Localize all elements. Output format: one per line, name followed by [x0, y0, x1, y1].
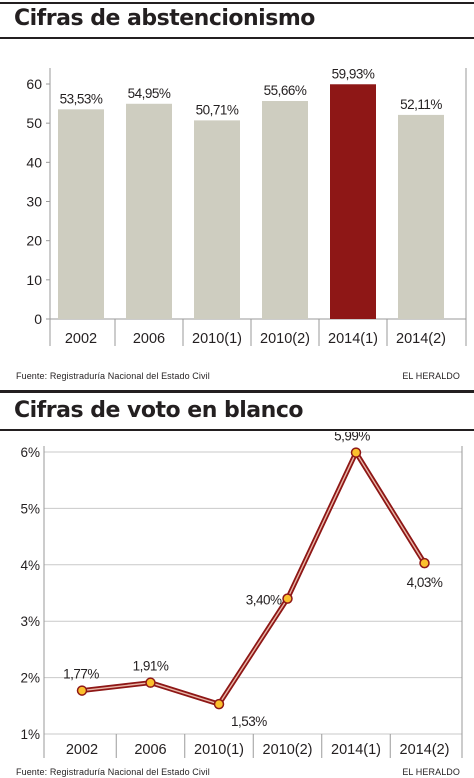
bar-value-label: 50,71%	[196, 102, 239, 117]
blank-vote-line-chart: 1% 2% 3% 4% 5% 6% 2002 2006 2010(1) 2010(2) 2014(1…	[20, 432, 463, 758]
bar-2010(2)	[262, 100, 308, 319]
bar-2002	[58, 109, 104, 319]
y-tick-label: 0	[34, 311, 42, 327]
abstention-source: Fuente: Registraduría Nacional del Estad…	[16, 371, 210, 381]
y-tick-label: 3%	[20, 614, 40, 629]
point-value-label: 3,40%	[246, 593, 282, 608]
y-tick-label: 6%	[20, 445, 40, 460]
point-value-label: 4,03%	[407, 575, 443, 590]
y-tick-label: 30	[26, 194, 42, 210]
y-tick-label: 50	[26, 115, 42, 131]
point-value-label: 1,91%	[133, 659, 169, 674]
x-tick-label: 2010(2)	[263, 742, 313, 758]
bar-value-label: 52,11%	[400, 97, 442, 112]
y-tick-label: 40	[26, 154, 42, 170]
bar-value-label: 55,66%	[264, 83, 307, 98]
data-point-2014(2)	[419, 557, 430, 569]
bar-2010(1)	[194, 120, 240, 319]
data-point-2002	[76, 685, 88, 696]
blank-vote-credit: EL HERALDO	[402, 767, 460, 777]
point-value-label: 1,77%	[63, 667, 99, 682]
top-rule	[0, 2, 474, 4]
blank-vote-chart-title: Cifras de voto en blanco	[14, 398, 303, 423]
x-tick-label: 2010(1)	[194, 742, 244, 758]
x-tick-label: 2002	[65, 331, 97, 347]
bar-value-label: 53,53%	[60, 91, 103, 106]
series-line-highlight	[81, 451, 426, 705]
bar-value-label: 54,95%	[128, 86, 171, 101]
data-point-2014(1)	[350, 447, 362, 458]
bar-value-label: 59,93%	[332, 66, 375, 81]
abstention-credit: EL HERALDO	[402, 371, 460, 381]
y-tick-label: 2%	[20, 671, 40, 686]
x-tick-label: 2010(1)	[192, 331, 242, 347]
y-tick-label: 60	[26, 76, 42, 92]
blank-vote-source: Fuente: Registraduría Nacional del Estad…	[16, 767, 210, 777]
bar-2006	[126, 103, 172, 319]
x-tick-label: 2006	[134, 742, 166, 758]
abstention-chart-title: Cifras de abstencionismo	[14, 6, 315, 31]
x-tick-label: 2010(2)	[260, 331, 310, 347]
y-tick-label: 10	[26, 272, 42, 288]
data-point-2010(1)	[213, 698, 225, 710]
x-tick-label: 2002	[66, 742, 98, 758]
middle-rule	[0, 390, 474, 393]
x-tick-label: 2014(1)	[328, 331, 378, 347]
abstention-title-underline	[0, 37, 474, 39]
y-tick-label: 5%	[20, 501, 40, 516]
data-point-2006	[145, 677, 156, 688]
x-tick-label: 2014(2)	[396, 331, 446, 347]
x-tick-label: 2014(2)	[400, 742, 450, 758]
x-tick-label: 2014(1)	[331, 742, 381, 758]
y-tick-label: 4%	[20, 558, 40, 573]
x-tick-label: 2006	[133, 331, 165, 347]
y-tick-label: 1%	[20, 727, 40, 742]
abstention-bar-chart: 0 10 20 30 40 50 60 53,53% 2002 54,95% 2006 50,71% 2…	[26, 66, 467, 347]
bar-2014(1)	[330, 84, 376, 319]
bar-2014(2)	[398, 114, 444, 319]
point-value-label: 1,53%	[231, 714, 267, 729]
point-value-label: 5,99%	[334, 432, 370, 444]
data-point-2010(2)	[282, 593, 293, 604]
y-tick-label: 20	[26, 233, 42, 249]
blank-vote-title-underline	[0, 429, 474, 431]
